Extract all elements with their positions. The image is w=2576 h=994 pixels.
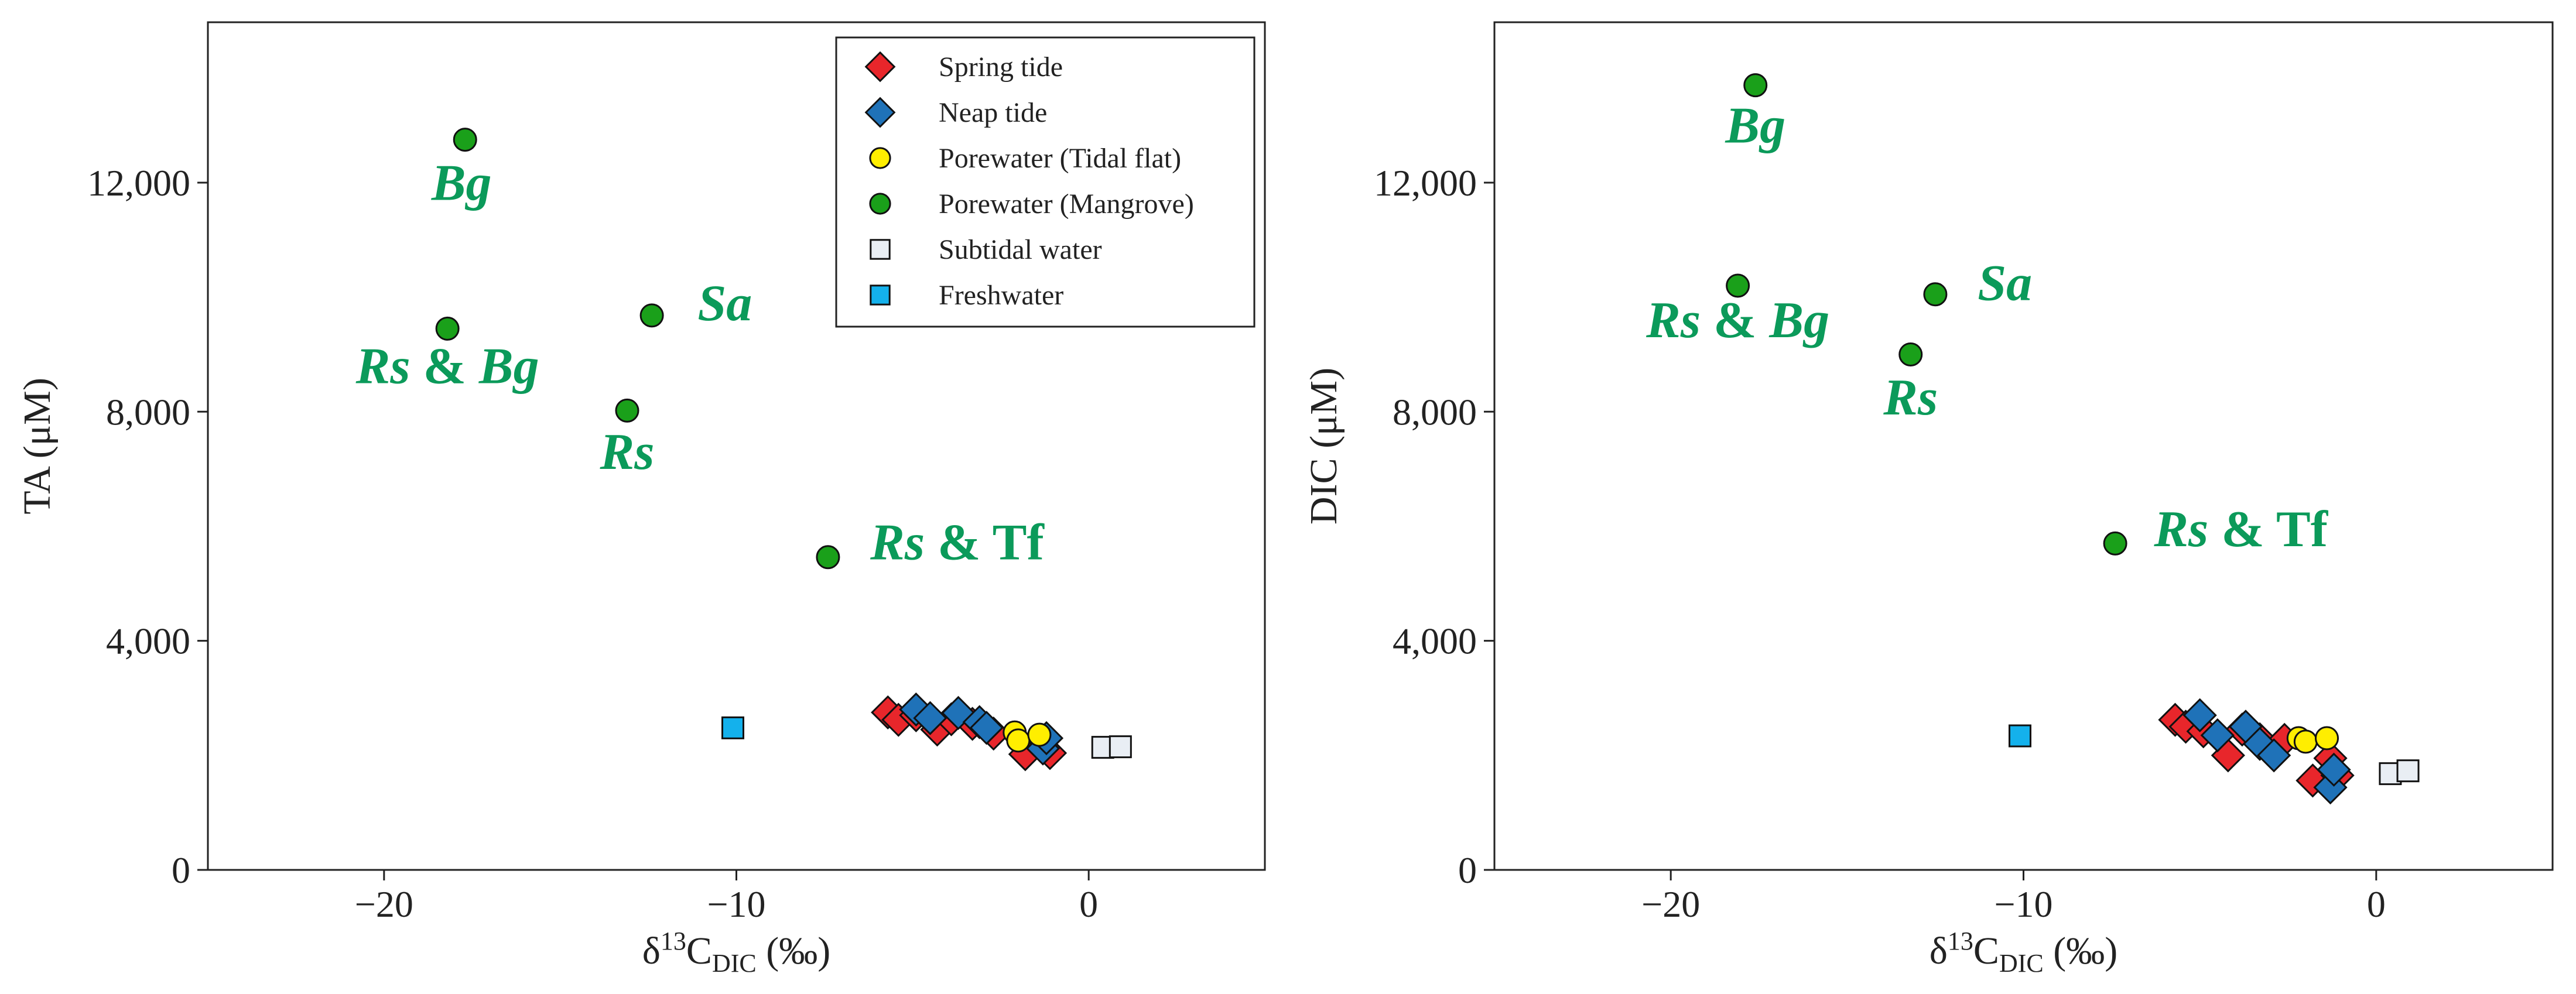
legend-label: Neap tide: [939, 97, 1047, 128]
legend-label: Porewater (Tidal flat): [939, 143, 1181, 174]
legend-box: [835, 36, 1255, 328]
legend-label: Spring tide: [939, 52, 1063, 83]
point-tidal_flat: [2315, 726, 2339, 750]
point-tidal_flat: [2293, 729, 2318, 754]
site-label: Bg: [431, 155, 492, 211]
point-mangrove: [639, 303, 664, 328]
site-label: Rs & Bg: [1646, 292, 1829, 349]
chart-panel-1: −20 −10 0 0 4,000 8,000 12,000 δ13CDIC (‰) TA (μ…: [16, 21, 1266, 978]
point-subtidal: [2396, 759, 2420, 783]
legend-marker-tidal_flat: [869, 147, 891, 169]
site-label: Rs & Tf: [870, 515, 1045, 571]
x-tick-label: −20: [1641, 883, 1700, 925]
x-tick-label: −20: [355, 883, 413, 925]
x-axis-label: δ13CDIC (‰): [1930, 927, 2117, 978]
y-tick-label: 8,000: [106, 391, 190, 433]
series-freshwater: [721, 716, 744, 739]
series-neap: [2182, 698, 2351, 805]
point-mangrove: [2103, 531, 2127, 556]
chart-panel-2: −20 −10 0 0 4,000 8,000 12,000 δ13CDIC (‰) DIC (…: [1302, 21, 2554, 978]
site-label: Rs: [600, 424, 655, 481]
y-tick-label: 12,000: [87, 162, 190, 204]
y-tick-label: 4,000: [106, 621, 190, 662]
y-tick-label: 0: [172, 849, 190, 891]
point-neap: [913, 701, 947, 735]
point-mangrove: [1923, 282, 1948, 307]
point-tidal_flat: [1027, 722, 1052, 747]
legend-marker-neap: [864, 97, 896, 128]
point-mangrove: [435, 316, 460, 341]
site-label: Rs & Bg: [355, 338, 539, 395]
y-axis-label: TA (μM): [16, 378, 59, 515]
legend-label: Subtidal water: [939, 234, 1102, 265]
x-axis-label: δ13CDIC (‰): [642, 927, 830, 978]
point-freshwater: [721, 716, 744, 739]
point-mangrove: [1898, 342, 1923, 366]
series-mangrove: [435, 128, 840, 570]
site-label: Rs: [1883, 369, 1938, 426]
x-tick-label: −10: [1994, 883, 2052, 925]
series-tidal_flat: [2286, 726, 2339, 754]
y-tick-label: 0: [1458, 849, 1477, 891]
legend-marker-subtidal: [870, 239, 891, 260]
point-mangrove: [615, 398, 639, 423]
series-freshwater: [2008, 724, 2031, 748]
site-label: Bg: [1725, 97, 1785, 154]
point-mangrove: [1726, 273, 1750, 298]
series-subtidal: [1091, 735, 1132, 759]
site-label: Rs & Tf: [2153, 501, 2328, 558]
point-mangrove: [453, 128, 477, 152]
legend-label: Porewater (Mangrove): [939, 188, 1194, 220]
point-neap: [2182, 698, 2217, 732]
legend-marker-mangrove: [869, 193, 891, 215]
point-mangrove: [816, 545, 840, 570]
site-label: Sa: [697, 275, 752, 332]
site-label: Sa: [1978, 255, 2032, 312]
point-freshwater: [2008, 724, 2031, 748]
point-tidal_flat: [1006, 728, 1031, 753]
point-subtidal: [1109, 735, 1132, 759]
x-tick-label: −10: [707, 883, 765, 925]
series-mangrove: [1726, 73, 2127, 556]
point-mangrove: [1743, 73, 1768, 98]
point-neap: [969, 711, 1004, 745]
x-tick-label: 0: [1079, 883, 1098, 925]
legend: Spring tide Neap tide Porewater (Tidal fla…: [835, 36, 1255, 328]
series-subtidal: [2379, 759, 2420, 786]
series-tidal_flat: [1003, 720, 1052, 753]
x-tick-label: 0: [2367, 883, 2386, 925]
legend-marker-freshwater: [870, 285, 891, 306]
y-tick-label: 4,000: [1393, 621, 1477, 662]
legend-label: Freshwater: [939, 280, 1063, 311]
y-tick-label: 8,000: [1393, 391, 1477, 433]
y-axis-label: DIC (μM): [1302, 368, 1345, 525]
point-neap: [2200, 718, 2235, 753]
y-tick-label: 12,000: [1374, 162, 1477, 204]
point-neap: [2257, 738, 2291, 773]
point-neap: [2317, 752, 2351, 787]
legend-marker-spring: [864, 51, 896, 83]
